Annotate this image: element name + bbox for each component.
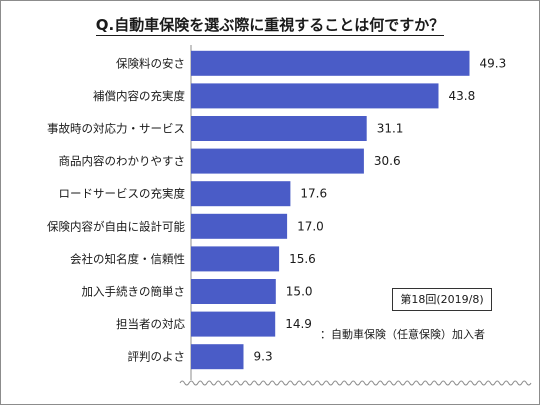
bar [191,311,276,337]
value-label: 31.1 [377,122,404,136]
value-label: 9.3 [254,350,273,364]
value-label: 15.0 [286,285,313,299]
value-label: 15.6 [289,252,316,266]
value-label: 17.6 [300,187,327,201]
category-label: 保険料の安さ [116,56,185,70]
value-label: 17.0 [297,219,324,233]
bar [191,50,470,76]
bar [191,344,244,370]
survey-period-box: 第18回(2019/8) [392,288,492,311]
chart-title: Q.自動車保険を選ぶ際に重視することは何ですか？ [0,14,540,36]
bar [191,279,276,304]
category-label: 評判のよさ [128,350,186,364]
value-label: 14.9 [285,317,312,331]
bar [191,83,439,109]
bar [191,181,291,207]
category-label: 補償内容の充実度 [93,89,185,103]
value-label: 30.6 [374,154,401,168]
category-label: 担当者の対応 [116,317,185,331]
bar [191,116,367,141]
category-label: ロードサービスの充実度 [59,187,186,201]
category-label: 事故時の対応力・サービス [47,122,185,136]
category-label: 商品内容のわかりやすさ [59,154,186,168]
chart-title-text: Q.自動車保険を選ぶ際に重視することは何ですか？ [95,16,445,36]
respondent-note: ：自動車保険（任意保険）加入者 [320,328,485,341]
value-label: 49.3 [480,56,507,70]
axis-break-line [179,380,532,386]
category-label: 会社の知名度・信頼性 [70,252,185,266]
category-label: 加入手続きの簡単さ [82,285,186,299]
value-label: 43.8 [449,89,476,103]
bar [191,148,364,174]
bar [191,213,288,239]
category-label: 保険内容が自由に設計可能 [47,219,185,233]
bar [191,246,280,272]
